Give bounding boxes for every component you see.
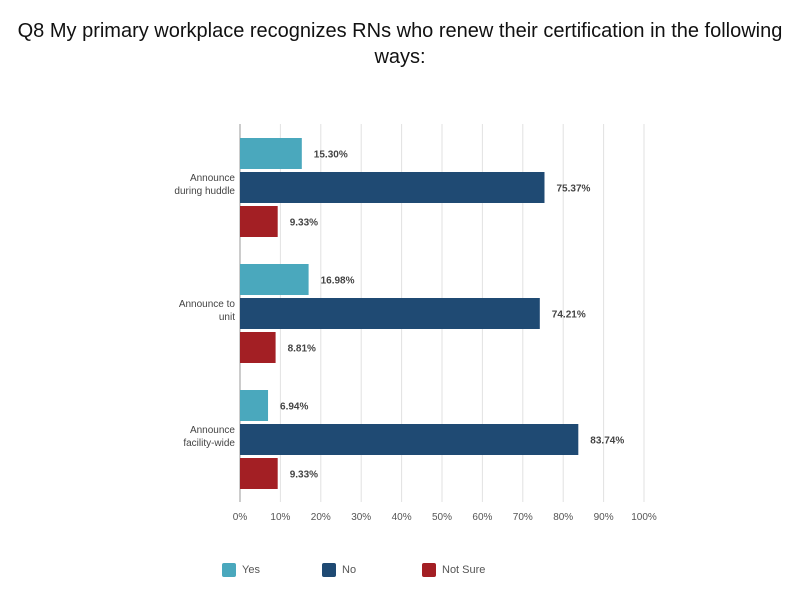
bar-yes: [240, 138, 302, 169]
category-label: facility-wide: [183, 438, 235, 449]
data-label: 8.81%: [288, 344, 316, 355]
chart-title: Q8 My primary workplace recognizes RNs w…: [17, 20, 783, 68]
x-tick-label: 0%: [233, 512, 248, 523]
category-label: Announce to: [179, 299, 236, 310]
legend-label-no: No: [342, 564, 357, 576]
data-label: 75.37%: [556, 184, 590, 195]
legend-item-no: No: [322, 563, 356, 577]
data-label: 6.94%: [280, 402, 308, 413]
bar-not-sure: [240, 206, 278, 237]
bar-yes: [240, 390, 269, 421]
x-tick-label: 80%: [553, 512, 573, 523]
legend-item-yes: Yes: [222, 563, 260, 577]
x-tick-label: 60%: [472, 512, 492, 523]
bar-no: [240, 172, 545, 203]
legend-swatch-not-sure: [422, 563, 436, 577]
bar-yes: [240, 264, 309, 295]
x-tick-label: 100%: [631, 512, 657, 523]
category-label: during huddle: [174, 186, 235, 197]
x-tick-label: 90%: [594, 512, 614, 523]
bar-no: [240, 424, 579, 455]
data-label: 74.21%: [552, 310, 586, 321]
x-tick-label: 20%: [311, 512, 331, 523]
legend-swatch-yes: [222, 563, 236, 577]
legend-label-yes: Yes: [242, 564, 260, 576]
x-tick-label: 70%: [513, 512, 533, 523]
data-label: 16.98%: [321, 276, 355, 287]
legend-item-not-sure: Not Sure: [422, 563, 485, 577]
bar-not-sure: [240, 458, 278, 489]
x-tick-label: 30%: [351, 512, 371, 523]
category-label: Announce: [190, 173, 235, 184]
bar-not-sure: [240, 332, 276, 363]
bar-no: [240, 298, 540, 329]
data-label: 9.33%: [290, 218, 318, 229]
data-label: 9.33%: [290, 470, 318, 481]
x-tick-label: 50%: [432, 512, 452, 523]
x-tick-label: 40%: [392, 512, 412, 523]
data-label: 15.30%: [314, 150, 348, 161]
data-label: 83.74%: [590, 436, 624, 447]
category-label: unit: [219, 312, 235, 323]
x-tick-label: 10%: [270, 512, 290, 523]
category-label: Announce: [190, 425, 235, 436]
legend-label-not-sure: Not Sure: [442, 564, 486, 576]
legend-swatch-no: [322, 563, 336, 577]
